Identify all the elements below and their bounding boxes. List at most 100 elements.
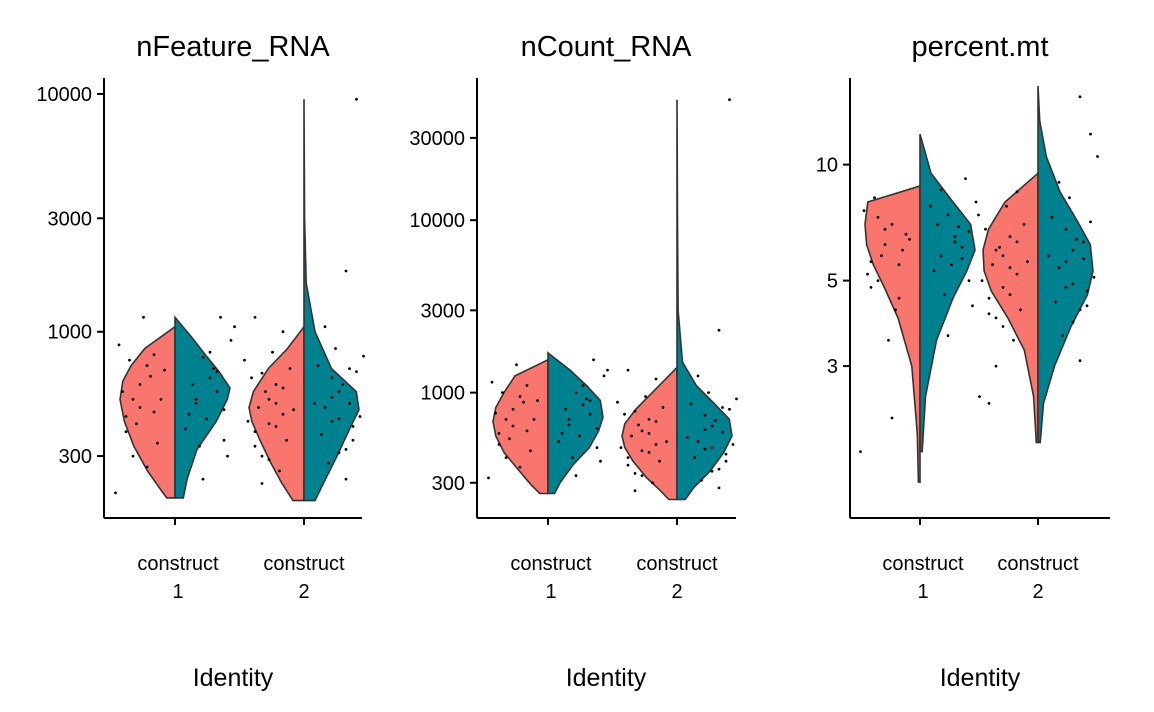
data-point <box>883 227 887 231</box>
y-tick-label: 10 <box>816 155 838 177</box>
data-point <box>1078 308 1082 312</box>
data-point <box>508 437 511 441</box>
data-point <box>633 472 637 475</box>
data-point <box>532 417 536 421</box>
violin-1 <box>859 133 981 483</box>
data-point <box>1022 222 1026 226</box>
data-point <box>929 204 932 208</box>
data-point <box>883 243 887 247</box>
data-point <box>152 353 156 357</box>
data-point <box>1064 286 1068 289</box>
data-point <box>494 411 497 415</box>
data-point <box>208 350 212 354</box>
data-point <box>260 454 264 458</box>
data-point <box>260 482 264 485</box>
data-point <box>946 334 950 337</box>
data-point <box>1082 240 1085 244</box>
violin-2 <box>243 97 365 502</box>
data-point <box>274 383 278 386</box>
data-point <box>574 474 578 477</box>
data-point <box>1015 240 1019 244</box>
data-point <box>869 260 873 264</box>
y-tick-label: 3000 <box>421 300 466 322</box>
data-point <box>131 454 135 458</box>
data-point <box>987 402 991 405</box>
data-point <box>987 312 991 316</box>
data-point <box>714 419 717 422</box>
violin-half-right <box>676 99 733 501</box>
panel-title: nFeature_RNA <box>136 31 330 63</box>
data-point <box>518 465 522 469</box>
data-point <box>654 443 658 446</box>
x-tick-label: construct <box>882 553 964 575</box>
data-point <box>897 296 901 300</box>
data-point <box>525 384 529 387</box>
violin-half-left <box>864 184 921 483</box>
data-point <box>971 304 974 308</box>
data-point <box>316 364 320 368</box>
data-point <box>351 438 355 442</box>
data-point <box>323 325 327 329</box>
data-point <box>873 196 876 200</box>
data-point <box>281 412 285 416</box>
panel-1: nFeature_RNA construct 1 construct 2 300 1000 3… <box>36 31 365 692</box>
data-point <box>344 477 348 481</box>
data-point <box>581 403 585 407</box>
data-point <box>344 448 348 451</box>
data-point <box>341 383 344 386</box>
data-point <box>1050 215 1054 219</box>
data-point <box>967 230 971 234</box>
data-point <box>278 469 281 473</box>
data-point <box>191 383 194 386</box>
data-point <box>253 444 257 448</box>
data-point <box>1061 334 1064 337</box>
data-point <box>355 97 358 101</box>
data-point <box>1071 282 1075 286</box>
data-point <box>145 364 149 368</box>
data-point <box>890 222 894 226</box>
data-point <box>208 376 212 380</box>
data-point <box>859 450 862 453</box>
data-point <box>866 272 869 276</box>
x-axis-label: Identity <box>566 664 647 692</box>
data-point <box>205 417 208 421</box>
data-point <box>229 339 233 342</box>
data-point <box>156 441 159 445</box>
data-point <box>487 476 490 480</box>
data-point <box>323 406 327 409</box>
x-axis-label: Identity <box>940 664 1021 692</box>
data-point <box>721 406 724 409</box>
data-point <box>1057 180 1061 184</box>
data-point <box>114 491 117 495</box>
data-point <box>707 391 710 394</box>
data-point <box>149 374 152 378</box>
y-tick-label: 3 <box>827 356 838 378</box>
y-tick-label: 10000 <box>409 210 465 232</box>
data-point <box>246 419 250 423</box>
data-point <box>344 269 348 273</box>
data-point <box>936 222 939 226</box>
data-point <box>243 358 246 362</box>
y-tick-label: 10000 <box>36 84 92 106</box>
data-point <box>633 409 637 413</box>
data-point <box>215 370 219 373</box>
data-point <box>651 481 654 485</box>
data-point <box>1057 266 1061 270</box>
data-point <box>626 456 630 459</box>
data-point <box>1008 235 1012 239</box>
data-point <box>194 397 198 401</box>
data-point <box>703 428 707 431</box>
data-point <box>257 406 260 409</box>
data-point <box>619 446 623 449</box>
data-point <box>281 386 285 390</box>
data-point <box>504 417 508 421</box>
data-point <box>1008 266 1012 270</box>
data-point <box>184 427 187 431</box>
data-point <box>869 286 873 289</box>
data-point <box>1068 196 1071 200</box>
data-point <box>348 401 351 405</box>
data-point <box>994 316 998 320</box>
data-point <box>1012 338 1015 342</box>
data-point <box>274 401 278 405</box>
